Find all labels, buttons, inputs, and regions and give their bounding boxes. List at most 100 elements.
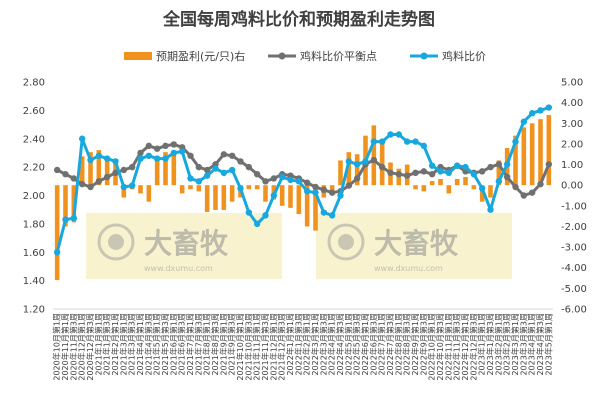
profit-bar — [288, 185, 293, 208]
ratio-point — [387, 131, 394, 138]
ratio-point — [395, 131, 403, 138]
x-tick-label: 2022年9月第1周 — [410, 313, 420, 376]
x-tick-label: 2022年2月第1周 — [302, 313, 312, 376]
y-right-tick-label: -6.00 — [561, 305, 587, 316]
profit-bar — [179, 185, 185, 194]
y-left-tick-label: 1.40 — [23, 276, 45, 287]
x-tick-label: 2021年8月第1周 — [202, 313, 212, 376]
balance-point — [112, 169, 119, 176]
x-tick-label: 2022年3月第1周 — [310, 313, 320, 376]
balance-point — [528, 189, 536, 196]
profit-bar — [429, 181, 435, 186]
x-tick-label: 2021年10月第3周 — [243, 313, 253, 381]
profit-bar — [454, 178, 460, 186]
y-left-tick-label: 2.00 — [23, 191, 45, 202]
profit-bar — [221, 185, 227, 210]
balance-point — [537, 180, 544, 188]
x-tick-label: 2021年1月第1周 — [93, 313, 103, 376]
y-right-tick-label: -3.00 — [561, 243, 587, 254]
ratio-point — [312, 189, 319, 196]
balance-point — [203, 166, 211, 174]
ratio-point — [178, 148, 186, 155]
x-tick-label: 2021年11月第3周 — [260, 313, 270, 381]
profit-bar — [479, 185, 485, 202]
balance-point — [428, 171, 436, 178]
legend-label-balance: 鸡料比价平衡点 — [300, 49, 377, 63]
ratio-point — [337, 192, 344, 199]
profit-bar — [338, 160, 343, 186]
ratio-point — [112, 158, 119, 165]
x-tick-label: 2021年5月第1周 — [152, 313, 162, 376]
x-tick-label: 2021年1月第3周 — [102, 313, 112, 376]
ratio-point — [228, 166, 236, 174]
balance-point — [87, 183, 94, 191]
x-tick-label: 2022年1月第1周 — [285, 313, 295, 376]
ratio-point — [362, 158, 369, 165]
ratio-point — [295, 178, 303, 185]
y-right-tick-label: 0.00 — [561, 181, 583, 192]
ratio-point — [370, 138, 378, 145]
ratio-point — [495, 178, 503, 185]
ratio-point — [78, 135, 86, 142]
balance-point — [187, 152, 194, 159]
balance-point — [387, 169, 394, 176]
x-tick-label: 2022年3月第3周 — [318, 313, 328, 376]
profit-bar — [171, 152, 177, 186]
watermark-name: 大畜牧 — [144, 227, 229, 260]
profit-bar — [63, 185, 68, 227]
legend-label-profit: 预期盈利(元/只)右 — [156, 49, 245, 63]
x-tick-label: 2023年1月第3周 — [485, 313, 495, 376]
profit-bar — [213, 185, 218, 210]
balance-point — [370, 156, 378, 164]
balance-point — [378, 163, 386, 171]
y-right-tick-label: 3.00 — [561, 119, 583, 130]
x-tick-label: 2021年8月第3周 — [210, 313, 220, 376]
y-left-tick-label: 1.20 — [23, 305, 45, 316]
balance-point — [195, 163, 203, 171]
x-tick-label: 2021年6月第3周 — [177, 313, 187, 376]
balance-point — [345, 182, 353, 189]
x-tick-label: 2023年4月第1周 — [527, 313, 537, 376]
x-tick-label: 2022年7月第1周 — [377, 313, 387, 376]
x-tick-label: 2021年6月第1周 — [168, 313, 178, 376]
profit-bar — [304, 185, 310, 227]
balance-point — [353, 175, 361, 182]
chart-title: 全国每周鸡料比价和预期盈利走势图 — [162, 9, 435, 30]
balance-point — [162, 142, 169, 150]
x-tick-label: 2023年3月第3周 — [518, 313, 528, 376]
balance-point — [420, 168, 428, 175]
balance-point — [245, 163, 253, 171]
y-right-tick-label: -4.00 — [561, 263, 587, 274]
ratio-point — [220, 169, 228, 176]
y-right-tick-label: -2.00 — [561, 222, 587, 233]
balance-point — [62, 171, 69, 178]
y-right-tick-label: -5.00 — [561, 284, 587, 295]
ratio-point — [437, 168, 444, 175]
profit-bar — [496, 160, 502, 186]
balance-point — [512, 183, 519, 191]
ratio-point — [120, 183, 128, 191]
balance-point — [495, 161, 503, 168]
ratio-point — [270, 192, 278, 199]
x-tick-label: 2021年5月第3周 — [160, 313, 170, 376]
ratio-point — [545, 104, 553, 111]
profit-bar — [354, 154, 360, 186]
balance-point — [253, 171, 261, 178]
ratio-point — [103, 155, 111, 162]
profit-bar — [471, 185, 477, 190]
ratio-point — [87, 156, 94, 164]
balance-point — [312, 183, 319, 191]
balance-point — [403, 172, 411, 179]
balance-point — [395, 171, 403, 178]
ratio-point — [537, 107, 544, 114]
watermark: 大畜牧 www.dxumu.com — [86, 213, 282, 279]
y-right-tick-label: 5.00 — [561, 78, 583, 89]
x-tick-label: 2022年4月第1周 — [327, 313, 337, 376]
x-tick-label: 2021年12月第1周 — [268, 313, 278, 381]
x-tick-label: 2022年9月第3周 — [418, 313, 428, 376]
x-tick-label: 2021年9月第1周 — [218, 313, 228, 376]
x-tick-label: 2022年1月第3周 — [293, 313, 303, 376]
x-tick-label: 2021年11月第1周 — [252, 313, 262, 381]
ratio-point — [470, 171, 478, 178]
